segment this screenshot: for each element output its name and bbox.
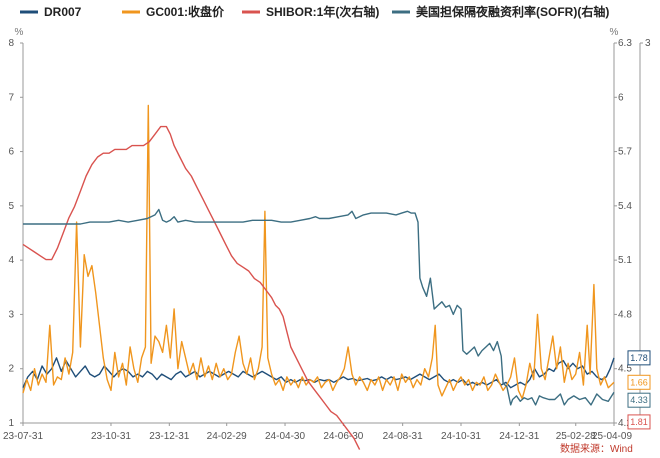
x-tick-label: 23-12-31 [149, 431, 189, 442]
y-left-tick-label: 1 [8, 418, 14, 429]
end-label-2: 4.33 [630, 395, 648, 405]
end-label-0: 1.78 [630, 353, 648, 363]
x-tick-label: 24-12-31 [499, 431, 539, 442]
x-tick-label: 24-04-30 [265, 431, 305, 442]
y-right-inner-tick-label: 4.2 [618, 418, 632, 429]
y-right-inner-unit: % [610, 27, 619, 38]
y-right-inner-tick-label: 5.7 [618, 147, 632, 158]
source-note: 数据来源：Wind [560, 442, 633, 455]
y-left-unit: % [15, 27, 24, 38]
legend-label-2: SHIBOR:1年(次右轴) [266, 4, 379, 19]
legend: DR007 GC001:收盘价 SHIBOR:1年(次右轴) 美国担保隔夜融资利率(S… [20, 4, 609, 19]
legend-label-3: 美国担保隔夜融资利率(SOFR)(右轴) [416, 4, 609, 19]
end-label-1: 1.66 [630, 377, 648, 387]
end-labels: 1.78 1.66 4.33 1.81 [627, 350, 651, 430]
y-right-inner-tick-label: 4.8 [618, 309, 632, 320]
y-left-tick-label: 5 [8, 201, 14, 212]
legend-label-1: GC001:收盘价 [146, 4, 225, 19]
x-tick-label: 24-02-29 [207, 431, 247, 442]
y-left-tick-label: 2 [8, 364, 14, 375]
y-left-tick-label: 7 [8, 92, 14, 103]
y-left-tick-label: 3 [8, 309, 14, 320]
y-right-inner-tick-label: 5.1 [618, 255, 632, 266]
y-left-tick-label: 4 [8, 255, 14, 266]
legend-label-0: DR007 [44, 5, 82, 19]
y-right-inner-tick-label: 5.4 [618, 201, 632, 212]
x-tick-label: 25-04-09 [592, 431, 632, 442]
series-line-1 [22, 104, 615, 400]
x-tick-label: 25-02-28 [556, 431, 596, 442]
x-tick-label: 23-07-31 [3, 431, 43, 442]
x-tick-label: 24-08-31 [383, 431, 423, 442]
y-right-inner-tick-label: 6.3 [618, 38, 632, 49]
end-label-box-3 [627, 414, 651, 430]
y-left-tick-label: 6 [8, 147, 14, 158]
axes: 12345678%4.24.54.85.15.45.766.3%2323-07-… [3, 27, 651, 442]
x-tick-label: 24-06-30 [323, 431, 363, 442]
end-label-box-2 [627, 392, 651, 408]
series-group [22, 104, 615, 450]
y-right-inner-tick-label: 4.5 [618, 364, 632, 375]
end-label-box-0 [627, 350, 651, 366]
y-left-tick-label: 8 [8, 38, 14, 49]
y-right-outer-tick-label: 3 [645, 38, 651, 49]
x-tick-label: 24-10-31 [441, 431, 481, 442]
x-tick-label: 23-10-31 [91, 431, 131, 442]
series-line-3 [23, 208, 615, 406]
end-label-box-1 [627, 374, 651, 390]
y-right-inner-tick-label: 6 [618, 92, 624, 103]
series-line-2 [22, 125, 361, 450]
end-label-3: 1.81 [630, 417, 648, 427]
